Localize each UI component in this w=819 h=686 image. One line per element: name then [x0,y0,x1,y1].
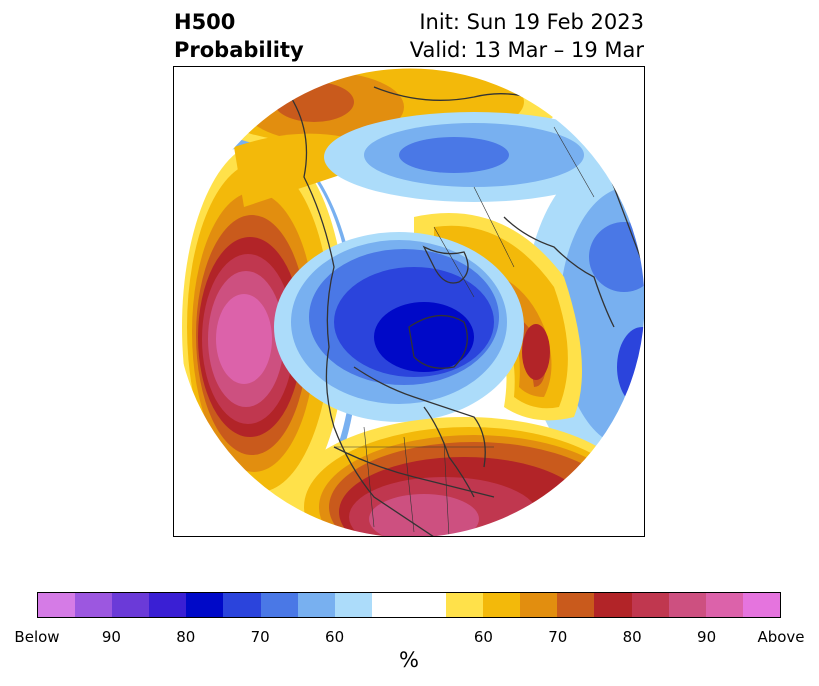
colorbar-tick-label: 90 [101,628,121,646]
title-line-2: Probability [174,38,304,62]
pacific-ridge [175,132,359,536]
chart-title: H500 Probability [174,8,304,64]
map-canvas [174,67,644,536]
colorbar-tick-label: 60 [325,628,345,646]
colorbar-segment [446,593,484,617]
colorbar-tick-label: Below [14,628,60,646]
colorbar-segment [334,593,372,617]
colorbar-unit: % [399,648,419,672]
colorbar-tick-label: 70 [250,628,270,646]
colorbar-tick-label: 70 [548,628,568,646]
colorbar-segment [186,593,224,617]
colorbar [37,592,781,618]
colorbar-segment [297,593,335,617]
forecast-dates: Init: Sun 19 Feb 2023 Valid: 13 Mar – 19… [410,8,644,64]
colorbar-segment [742,593,780,617]
colorbar-tick-label: 90 [697,628,717,646]
colorbar-tick-label: Above [757,628,805,646]
us-ridge [284,417,644,536]
colorbar-segment [483,593,521,617]
colorbar-segment [668,593,706,617]
colorbar-tick-label: 60 [473,628,493,646]
colorbar-segment [557,593,595,617]
colorbar-segment [631,593,669,617]
colorbar-segment [75,593,113,617]
borders [334,126,595,536]
colorbar-segment [223,593,261,617]
colorbar-segment [371,593,447,617]
colorbar-segment [260,593,298,617]
colorbar-segment [38,593,76,617]
colorbar-tick-label: 80 [176,628,196,646]
colorbar-segment [705,593,743,617]
asia-trough [324,112,624,202]
colorbar-segment [520,593,558,617]
title-line-1: H500 [174,10,236,34]
colorbar-segment [112,593,150,617]
polar-trough [274,232,524,422]
probability-map [173,66,645,537]
colorbar-segment [149,593,187,617]
valid-range: Valid: 13 Mar – 19 Mar [409,38,644,62]
init-date: Init: Sun 19 Feb 2023 [419,10,644,34]
colorbar-tick-label: 80 [622,628,642,646]
colorbar-segment [594,593,632,617]
